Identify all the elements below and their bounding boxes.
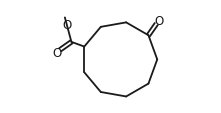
Text: O: O	[52, 46, 62, 59]
Text: O: O	[62, 19, 71, 32]
Text: O: O	[154, 15, 163, 28]
